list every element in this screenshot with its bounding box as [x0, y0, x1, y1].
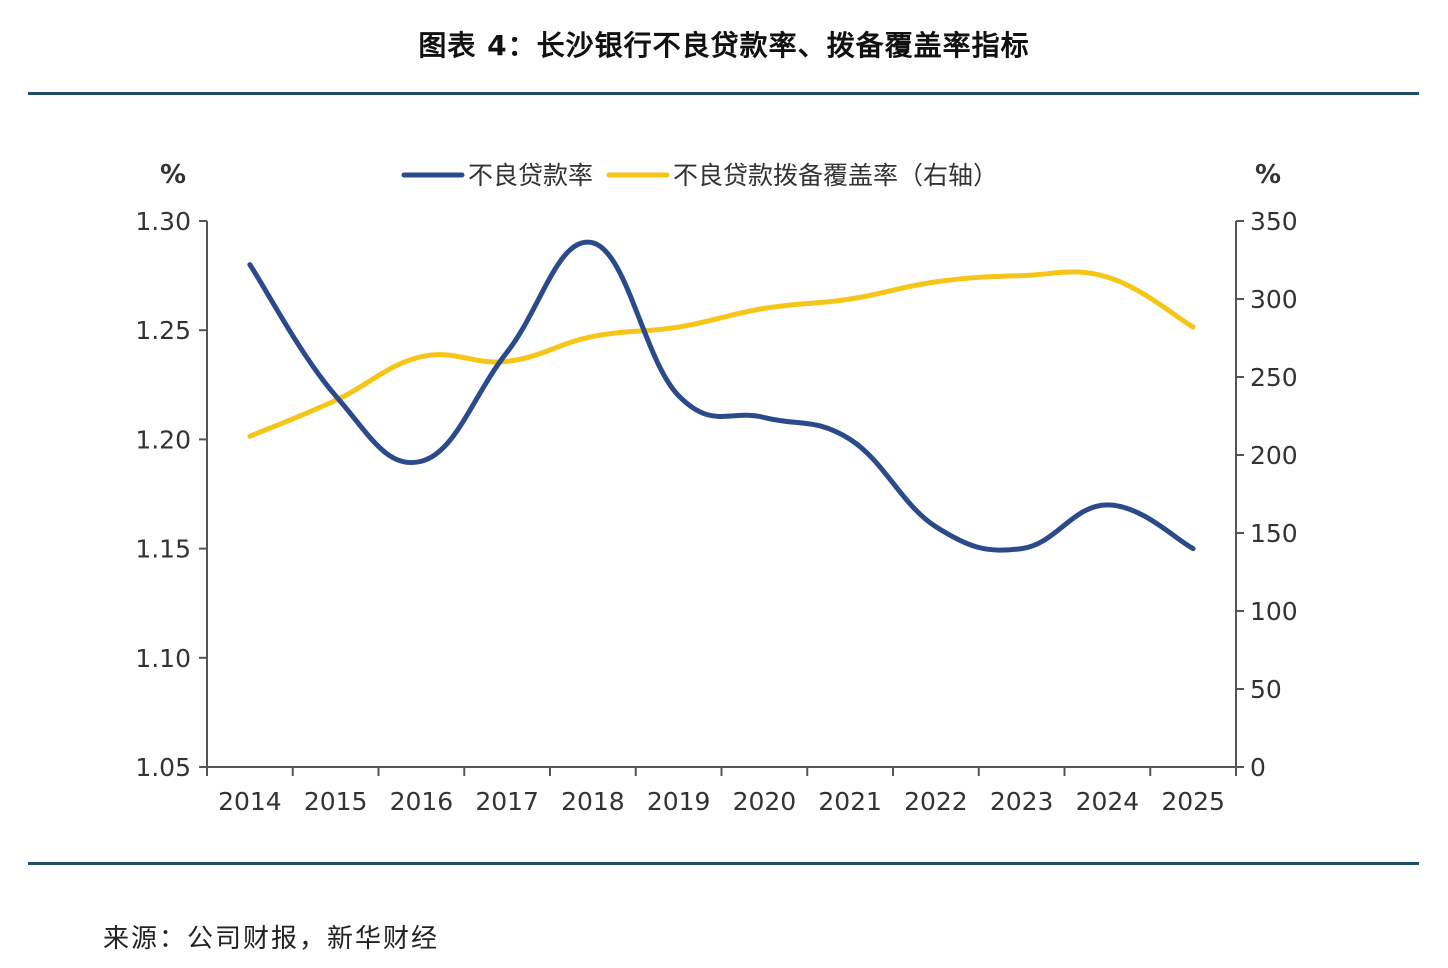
y-right-tick-label: 150	[1250, 519, 1298, 548]
y-right-tick-label: 100	[1250, 597, 1298, 626]
y-left-tick-label: 1.05	[135, 753, 191, 782]
y-right-tick-label: 350	[1250, 207, 1298, 236]
y-right-tick-label: 250	[1250, 363, 1298, 392]
y-left-tick-label: 1.10	[135, 644, 191, 673]
x-tick-label: 2021	[818, 787, 882, 816]
x-tick-label: 2015	[304, 787, 368, 816]
y-right-tick-label: 300	[1250, 285, 1298, 314]
x-tick-label: 2022	[904, 787, 968, 816]
series-line-coverage-ratio	[247, 269, 1196, 439]
y-left-tick-label: 1.30	[135, 207, 191, 236]
y-left-tick-label: 1.15	[135, 535, 191, 564]
y-left-tick-label: 1.20	[135, 425, 191, 454]
top-divider	[28, 92, 1419, 95]
x-tick-label: 2018	[561, 787, 625, 816]
y-right-tick-label: 50	[1250, 675, 1282, 704]
bottom-divider	[28, 862, 1419, 865]
y-left-tick-label: 1.25	[135, 316, 191, 345]
source-note: 来源：公司财报，新华财经	[103, 924, 440, 954]
series-line-npl-ratio	[247, 239, 1196, 553]
y-left-unit-label: %	[160, 160, 186, 190]
x-tick-label: 2020	[733, 787, 797, 816]
x-tick-label: 2014	[218, 787, 282, 816]
x-tick-label: 2016	[390, 787, 454, 816]
legend-label: 不良贷款拨备覆盖率（右轴）	[673, 161, 998, 190]
legend-label: 不良贷款率	[468, 161, 593, 190]
y-right-unit-label: %	[1255, 160, 1281, 190]
x-tick-label: 2023	[990, 787, 1054, 816]
y-right-tick-label: 0	[1250, 753, 1266, 782]
figure-title: 图表 4：长沙银行不良贷款率、拨备覆盖率指标	[418, 29, 1030, 62]
x-tick-label: 2017	[475, 787, 539, 816]
x-tick-label: 2019	[647, 787, 711, 816]
x-tick-label: 2025	[1161, 787, 1225, 816]
y-right-tick-label: 200	[1250, 441, 1298, 470]
x-tick-label: 2024	[1076, 787, 1140, 816]
